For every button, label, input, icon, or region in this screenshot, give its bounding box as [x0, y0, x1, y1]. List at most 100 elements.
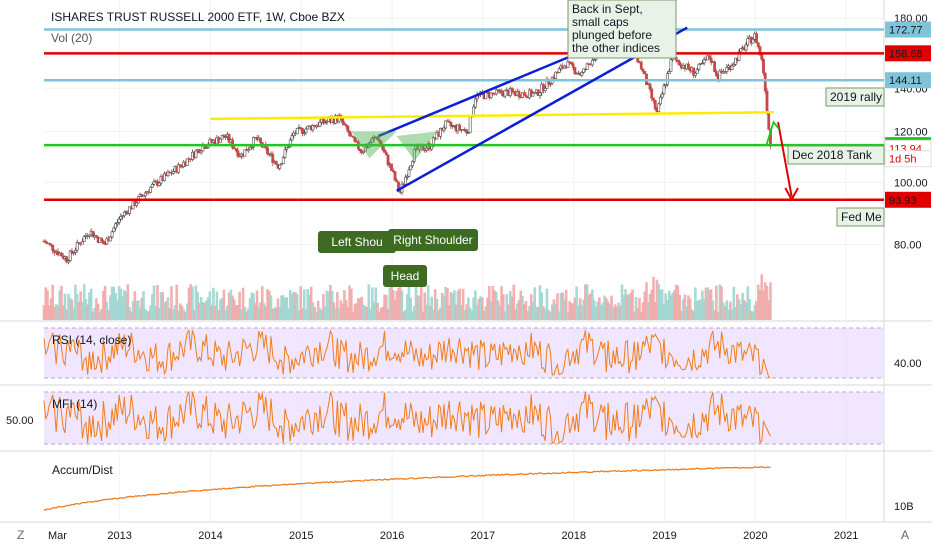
volume-bar	[496, 300, 500, 320]
price-tag-bg	[884, 150, 932, 168]
volume-bar	[538, 285, 542, 320]
candle-body	[287, 146, 290, 149]
candle-body	[549, 83, 552, 85]
volume-bar	[91, 311, 95, 320]
candle-body	[60, 252, 63, 257]
volume-bar	[723, 306, 727, 320]
volume-bar	[224, 309, 227, 320]
candle-body	[543, 88, 547, 91]
volume-bar	[357, 298, 360, 320]
volume-bar	[240, 309, 243, 320]
candle-body	[442, 127, 446, 131]
volume-bar	[566, 311, 570, 320]
pattern-head-box	[383, 265, 427, 287]
volume-bar	[395, 290, 399, 320]
volume-bar	[110, 286, 114, 320]
candle-body	[566, 61, 570, 68]
candle-body	[358, 148, 362, 152]
candle-body	[425, 147, 428, 151]
volume-bar	[563, 299, 566, 320]
volume-bar	[285, 297, 289, 320]
candle-body	[412, 148, 416, 162]
volume-bar	[430, 296, 433, 320]
candle-body	[570, 61, 573, 65]
volume-bar	[60, 286, 63, 320]
volume-bar	[432, 309, 435, 320]
volume-bar	[147, 311, 151, 320]
volume-bar	[521, 295, 524, 320]
ad-tick-label: 10B	[894, 501, 914, 513]
candle-body	[74, 249, 77, 253]
candle-body	[763, 72, 767, 92]
volume-bar	[468, 307, 472, 320]
z-icon[interactable]: Z	[17, 528, 24, 542]
volume-bar	[79, 291, 82, 320]
time-tick-label: 2018	[561, 530, 585, 542]
candle-body	[377, 139, 381, 142]
volume-bar	[271, 308, 275, 320]
volume-bar	[742, 300, 746, 320]
volume-bar	[322, 294, 325, 320]
volume-bar	[426, 285, 430, 320]
candle-body	[323, 122, 327, 124]
volume-bar	[715, 285, 718, 320]
volume-bar	[320, 310, 323, 320]
volume-bar	[540, 292, 544, 320]
callout-2019-rally-text: 2019 rally	[830, 90, 882, 104]
rsi-tick-label: 40.00	[894, 358, 922, 370]
candle-body	[538, 92, 542, 97]
volume-bar	[722, 302, 725, 320]
candle-body	[81, 241, 84, 245]
candle-body	[510, 88, 514, 92]
volume-bar	[318, 307, 322, 320]
candle-body	[177, 164, 180, 173]
volume-bar	[292, 291, 296, 320]
volume-bar	[241, 287, 245, 320]
volume-bar	[606, 301, 610, 320]
volume-bar	[575, 286, 578, 320]
pattern-left-shoulder-box	[318, 231, 396, 253]
candle-body	[246, 149, 250, 152]
candle-body	[94, 235, 98, 238]
auto-scale-icon[interactable]: A	[901, 528, 909, 542]
volume-bar	[561, 292, 564, 320]
volume-bar	[416, 295, 420, 320]
candle-body	[447, 120, 451, 123]
candle-body	[259, 137, 262, 143]
volume-bar	[280, 295, 283, 320]
volume-bar	[571, 303, 575, 320]
candle-body	[304, 128, 308, 133]
volume-bar	[84, 298, 88, 320]
volume-bar	[526, 311, 530, 320]
candle-body	[641, 68, 645, 72]
time-tick-label: Mar	[48, 530, 67, 542]
volume-bar	[238, 291, 241, 320]
volume-bar	[643, 291, 647, 320]
volume-bar	[350, 288, 353, 320]
candle-body	[767, 111, 771, 130]
volume-bar	[128, 307, 131, 320]
candle-body	[713, 61, 717, 72]
volume-bar	[542, 306, 545, 320]
candle-body	[274, 161, 278, 165]
volume-bar	[196, 292, 199, 320]
candle-body	[744, 44, 748, 51]
volume-bar	[694, 287, 697, 320]
volume-bar	[650, 289, 654, 320]
time-tick-label: 2014	[198, 530, 222, 542]
volume-bar	[95, 298, 98, 320]
volume-bar	[171, 309, 175, 320]
candle-body	[737, 51, 741, 61]
volume-bar	[252, 293, 255, 320]
volume-bar	[199, 297, 203, 320]
candle-body	[178, 164, 182, 167]
volume-bar	[739, 304, 743, 320]
volume-bar	[355, 303, 358, 320]
candle-body	[128, 206, 131, 214]
volume-bar	[718, 284, 722, 320]
volume-bar	[390, 286, 393, 320]
volume-bar	[49, 298, 53, 320]
volume-bar	[454, 304, 458, 320]
volume-bar	[550, 304, 554, 320]
